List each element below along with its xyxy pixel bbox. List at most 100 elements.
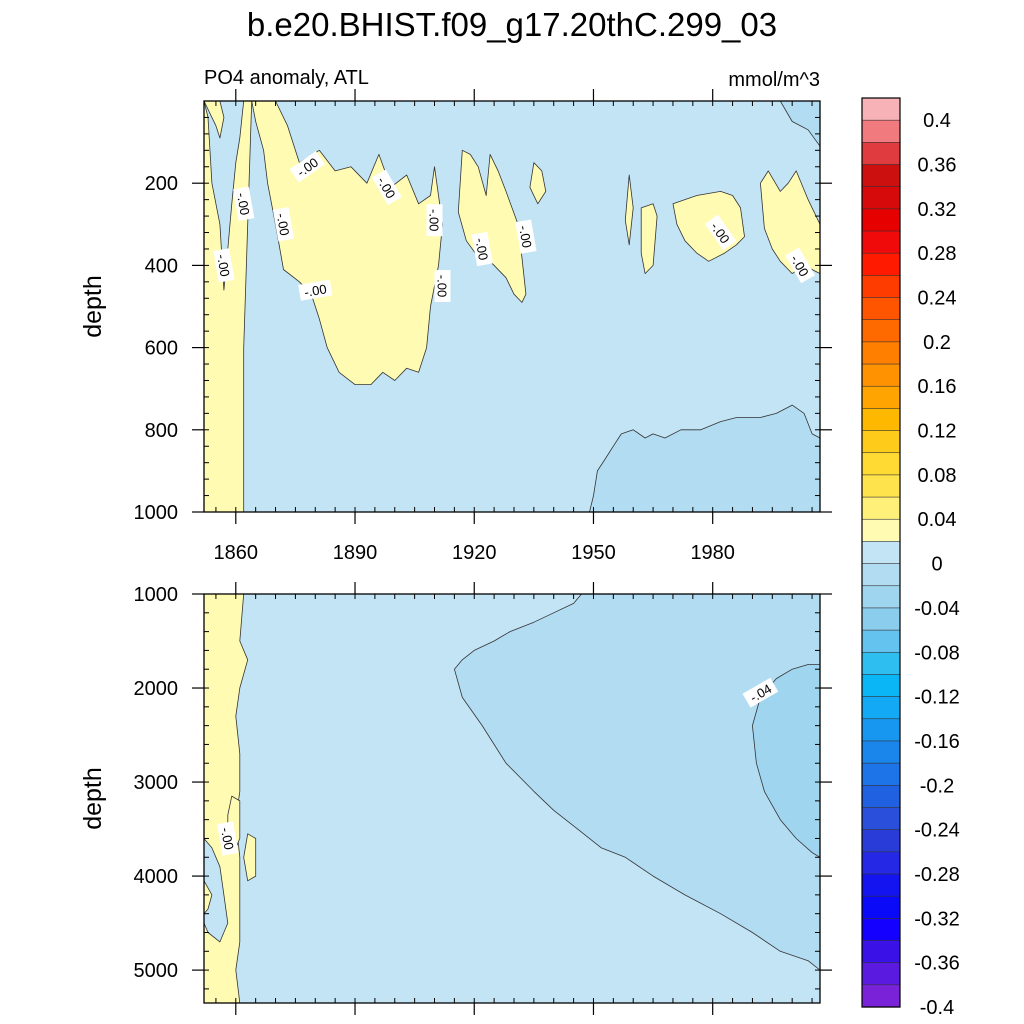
contour-label: -.00	[298, 279, 333, 301]
colorbar-swatch	[861, 208, 901, 232]
contour-label-bg	[298, 279, 333, 301]
contour-label-text: -.00	[234, 192, 253, 217]
colorbar-label: -0.36	[914, 953, 960, 975]
contour-label: -.00	[515, 219, 537, 254]
colorbar-frame	[861, 97, 901, 1008]
y-tick-label: 400	[145, 255, 178, 277]
tick-marks	[192, 89, 832, 524]
colorbar-swatch	[861, 940, 901, 964]
colorbar: 0.4 0.36 0.32 0.28 0.24 0.2 0.16 0.12 0.08 0.04 0 -…	[861, 97, 960, 1019]
colorbar-swatch	[861, 984, 901, 1008]
y-axis-label: depth	[79, 767, 107, 830]
contour-label-bg	[515, 219, 537, 254]
x-tick-label: 1980	[690, 542, 735, 564]
contour-label-bg	[471, 231, 493, 267]
colorbar-label: 0.4	[923, 110, 951, 132]
colorbar-label: -0.24	[914, 820, 960, 842]
contour-region-negative	[752, 664, 820, 858]
colorbar-swatch	[861, 186, 901, 210]
y-tick-label: 3000	[134, 772, 179, 794]
colorbar-label: -0.16	[914, 731, 960, 753]
colorbar-swatch	[861, 363, 901, 387]
colorbar-swatch	[861, 696, 901, 720]
colorbar-swatch	[861, 496, 901, 520]
tick-marks	[192, 582, 832, 1015]
contour-region-positive	[529, 162, 547, 205]
y-tick-label: 1000	[134, 584, 179, 606]
contour-label-text: -.00	[274, 212, 293, 237]
colorbar-swatch	[861, 541, 901, 565]
colorbar-label: 0.2	[923, 332, 951, 354]
contour-label-bg	[426, 204, 443, 237]
contour-region-positive	[760, 170, 820, 275]
colorbar-swatch	[861, 164, 901, 188]
colorbar-swatch	[861, 651, 901, 676]
colorbar-swatch	[861, 607, 901, 631]
colorbar-swatch	[861, 474, 901, 498]
contour-label-bg	[233, 186, 255, 221]
colorbar-swatch	[861, 918, 901, 942]
x-tick-label: 1890	[333, 542, 378, 564]
contour-region-positive	[243, 833, 257, 882]
x-tick-label: 1920	[452, 542, 497, 564]
colorbar-swatch	[861, 740, 901, 764]
y-tick-label: 4000	[134, 866, 179, 888]
colorbar-swatch	[861, 275, 901, 299]
contour-label-text: -.00	[214, 253, 233, 278]
contour-label: -.00	[217, 821, 239, 856]
colorbar-swatch	[861, 718, 901, 742]
colorbar-swatch	[861, 629, 901, 653]
y-tick-label: 800	[145, 420, 178, 442]
y-tick-label: 5000	[134, 960, 179, 982]
colorbar-label: -0.32	[914, 908, 960, 930]
chart-title: b.e20.BHIST.f09_g17.20thC.299_03	[247, 6, 777, 43]
colorbar-swatch	[861, 585, 901, 609]
colorbar-label: 0.32	[918, 199, 957, 221]
colorbar-label: -0.4	[920, 997, 954, 1019]
colorbar-swatch	[861, 319, 901, 343]
colorbar-label: 0	[931, 554, 942, 576]
colorbar-swatch	[861, 873, 901, 897]
colorbar-label: 0.12	[918, 421, 957, 443]
units-label: mmol/m^3	[728, 69, 820, 91]
contour-label: -.00	[471, 231, 493, 267]
contour-region-positive	[204, 594, 249, 1003]
colorbar-label: 0.36	[918, 155, 957, 177]
plot-frame	[203, 593, 821, 1004]
y-tick-label: 2000	[134, 678, 179, 700]
colorbar-swatch	[861, 851, 901, 875]
contour-region-negative	[779, 101, 820, 147]
colorbar-swatch	[861, 518, 901, 543]
contour-label-text: -.00	[516, 224, 535, 249]
colorbar-swatch	[861, 408, 901, 432]
colorbar-swatch	[861, 430, 901, 454]
colorbar-swatch	[861, 762, 901, 786]
colorbar-swatch	[861, 962, 901, 986]
colorbar-label: -0.04	[914, 598, 960, 620]
contour-region-positive	[640, 203, 658, 275]
chart-subtitle: PO4 anomaly, ATL	[204, 67, 369, 89]
contour-label-bg	[785, 247, 816, 284]
plot-frame	[203, 100, 821, 513]
contour-label-text: -.00	[427, 209, 442, 231]
colorbar-swatch	[861, 230, 901, 254]
colorbar-swatch	[861, 97, 901, 121]
contour-label-text: -.00	[435, 275, 450, 297]
colorbar-swatch	[861, 385, 901, 409]
colorbar-swatch	[861, 297, 901, 321]
contour-region-negative	[453, 594, 820, 971]
colorbar-swatch	[861, 452, 901, 476]
panel-lower: -.00-.04 1000 2000 3000 4000 5000 depth	[79, 582, 832, 1015]
contour-region-positive	[204, 101, 225, 139]
colorbar-swatch	[861, 895, 901, 919]
contour-label-text: -.00	[218, 826, 237, 851]
y-tick-label: 1000	[134, 502, 179, 524]
contour-label-bg	[289, 151, 325, 183]
colorbar-label: 0.24	[918, 288, 957, 310]
contour-regions: -.00-.04	[204, 594, 820, 1003]
contour-regions: -.00-.00-.00-.00-.00-.00-.00-.00-.00-.00…	[204, 101, 820, 512]
contour-region-positive	[204, 880, 213, 915]
contour-label-bg	[213, 248, 235, 283]
colorbar-swatch	[861, 829, 901, 853]
